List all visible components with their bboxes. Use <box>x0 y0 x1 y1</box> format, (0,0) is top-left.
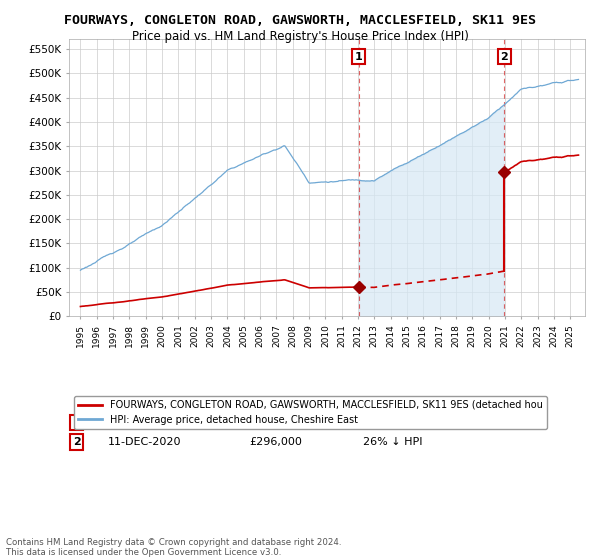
Text: Contains HM Land Registry data © Crown copyright and database right 2024.
This d: Contains HM Land Registry data © Crown c… <box>6 538 341 557</box>
Text: 2: 2 <box>500 52 508 62</box>
Text: 78% ↓ HPI: 78% ↓ HPI <box>363 418 423 428</box>
Text: 1: 1 <box>73 418 80 428</box>
Text: £60,000: £60,000 <box>250 418 295 428</box>
Text: 20-JAN-2012: 20-JAN-2012 <box>108 418 178 428</box>
Text: 1: 1 <box>355 52 363 62</box>
Text: 11-DEC-2020: 11-DEC-2020 <box>108 437 181 447</box>
Text: FOURWAYS, CONGLETON ROAD, GAWSWORTH, MACCLESFIELD, SK11 9ES: FOURWAYS, CONGLETON ROAD, GAWSWORTH, MAC… <box>64 14 536 27</box>
Text: Price paid vs. HM Land Registry's House Price Index (HPI): Price paid vs. HM Land Registry's House … <box>131 30 469 43</box>
Text: 26% ↓ HPI: 26% ↓ HPI <box>363 437 422 447</box>
Text: 2: 2 <box>73 437 80 447</box>
Legend: FOURWAYS, CONGLETON ROAD, GAWSWORTH, MACCLESFIELD, SK11 9ES (detached hou, HPI: : FOURWAYS, CONGLETON ROAD, GAWSWORTH, MAC… <box>74 396 547 429</box>
Text: £296,000: £296,000 <box>250 437 302 447</box>
